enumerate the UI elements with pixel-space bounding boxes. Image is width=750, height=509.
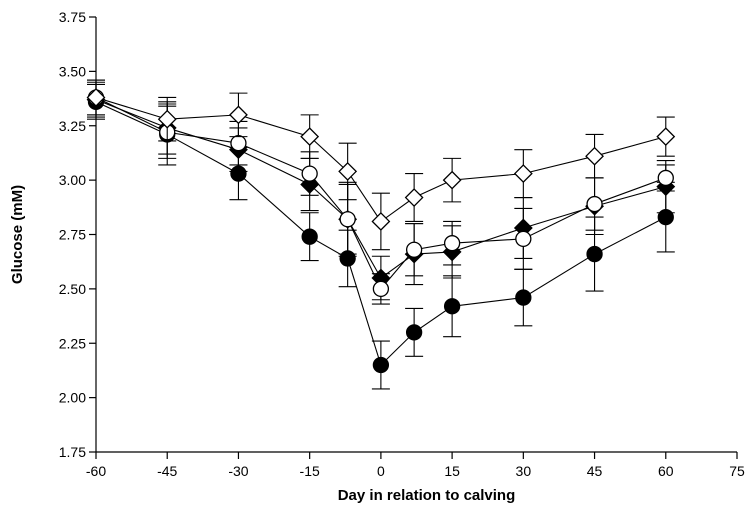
x-tick-label: 45 — [587, 463, 603, 479]
x-tick-label: -60 — [86, 463, 106, 479]
y-tick-label: 2.75 — [59, 227, 86, 243]
y-tick-label: 2.00 — [59, 390, 86, 406]
series-line — [95, 99, 666, 279]
data-point — [405, 324, 423, 341]
series-layer — [86, 79, 676, 390]
data-point — [229, 105, 248, 125]
data-point — [300, 127, 320, 147]
data-point — [86, 88, 106, 107]
data-point — [515, 230, 532, 248]
data-point — [586, 245, 603, 263]
data-point — [442, 170, 462, 190]
series-filled-diamond — [86, 81, 676, 301]
y-tick-label: 1.75 — [59, 444, 86, 460]
series-open-diamond — [86, 79, 676, 251]
data-point — [513, 164, 533, 184]
x-tick-label: -15 — [300, 463, 320, 479]
data-point — [586, 195, 603, 213]
y-tick-label: 3.25 — [59, 118, 86, 134]
data-point — [301, 228, 318, 245]
y-tick-label: 3.75 — [59, 9, 86, 25]
data-point — [339, 211, 356, 228]
x-tick-label: 60 — [658, 463, 674, 479]
data-point — [338, 162, 358, 181]
data-point — [656, 127, 676, 147]
data-point — [585, 146, 604, 166]
data-point — [230, 134, 247, 152]
x-tick-label: 75 — [729, 463, 745, 479]
x-tick-label: 15 — [444, 463, 460, 479]
y-ticks: 1.75 2.00 2.25 2.50 2.75 3.00 3.25 3.50 3.75 — [59, 9, 96, 460]
data-point — [404, 188, 424, 207]
data-point — [443, 298, 461, 315]
x-ticks: -60 -45 -30 -15 0 15 30 45 60 75 — [86, 452, 745, 479]
data-point — [515, 289, 532, 306]
x-tick-label: 0 — [377, 463, 385, 479]
data-point — [301, 165, 318, 182]
data-point — [372, 280, 390, 298]
data-point — [657, 169, 674, 187]
data-point — [157, 109, 177, 129]
x-tick-label: -30 — [228, 463, 248, 479]
data-point — [443, 235, 461, 252]
series-open-circle — [87, 79, 675, 305]
data-point — [371, 212, 391, 231]
y-tick-label: 3.50 — [59, 63, 86, 79]
y-tick-label: 3.00 — [59, 172, 86, 188]
x-tick-label: -45 — [157, 463, 177, 479]
y-tick-label: 2.25 — [59, 335, 86, 351]
y-tick-label: 2.50 — [59, 281, 86, 297]
axes: -60 -45 -30 -15 0 15 30 45 60 75 1.75 2.00 2.25 2.50… — [59, 9, 745, 479]
x-tick-label: 30 — [516, 463, 532, 479]
data-point — [405, 241, 423, 258]
x-axis-title: Day in relation to calving — [338, 487, 516, 504]
data-point — [372, 356, 390, 374]
y-axis-title: Glucose (mM) — [9, 185, 26, 284]
